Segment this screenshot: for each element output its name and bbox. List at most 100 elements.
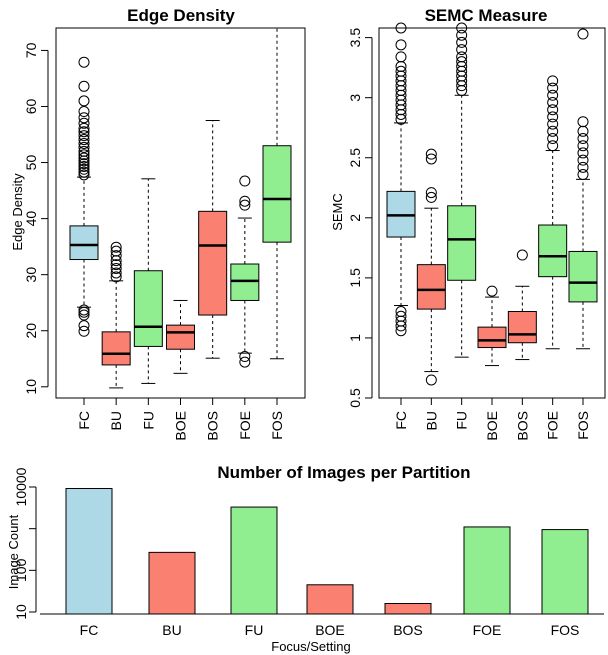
outlier-point bbox=[547, 118, 559, 130]
outlier-point bbox=[395, 65, 407, 77]
outlier-point bbox=[78, 145, 90, 157]
outlier-point bbox=[395, 306, 407, 318]
box-fu bbox=[447, 205, 477, 281]
x-tick-label: BU bbox=[108, 411, 124, 430]
image-count-xlabel: Focus/Setting bbox=[271, 639, 351, 654]
x-tick-label: FU bbox=[454, 411, 470, 430]
outlier-point bbox=[547, 125, 559, 137]
outlier-point bbox=[110, 250, 122, 262]
image-count-bars bbox=[65, 488, 589, 615]
outlier-point bbox=[78, 306, 90, 318]
y-tick-label: 30 bbox=[23, 267, 39, 283]
y-tick-label: 2 bbox=[347, 214, 363, 222]
outlier-point bbox=[456, 51, 468, 63]
image-count-panel: Number of Images per Partition Image Cou… bbox=[6, 463, 604, 654]
outlier-point bbox=[78, 160, 90, 172]
outlier-point bbox=[456, 22, 468, 34]
x-tick-label: FOS bbox=[551, 622, 580, 638]
box-bos bbox=[507, 311, 537, 344]
x-tick-label: BOE bbox=[484, 411, 500, 441]
outlier-point bbox=[547, 140, 559, 152]
outlier-point bbox=[425, 374, 437, 386]
bar-foe bbox=[463, 526, 511, 615]
x-tick-label: FU bbox=[140, 411, 156, 430]
y-tick-label: 10 bbox=[13, 604, 29, 620]
outlier-point bbox=[486, 285, 498, 297]
outlier-point bbox=[239, 356, 251, 368]
semc-y-axis: 0.5 1 1.5 2 2.5 3 3.5 bbox=[347, 28, 373, 408]
outlier-point bbox=[78, 309, 90, 321]
edge-density-ylabel: Edge Density bbox=[10, 173, 25, 251]
bar-fu bbox=[230, 506, 278, 615]
outlier-point bbox=[577, 154, 589, 166]
bar-fos bbox=[541, 529, 589, 615]
outlier-point bbox=[239, 351, 251, 363]
x-tick-label: FOS bbox=[269, 411, 285, 440]
outlier-point bbox=[78, 56, 90, 68]
outlier-point bbox=[110, 241, 122, 253]
y-tick-label: 60 bbox=[23, 98, 39, 114]
outlier-point bbox=[239, 195, 251, 207]
outlier-point bbox=[425, 187, 437, 199]
outlier-point bbox=[547, 89, 559, 101]
outlier-point bbox=[456, 44, 468, 56]
outlier-point bbox=[547, 133, 559, 145]
y-tick-label: 50 bbox=[23, 155, 39, 171]
outlier-point bbox=[577, 147, 589, 159]
outlier-point bbox=[425, 191, 437, 203]
bar-bos bbox=[384, 602, 432, 615]
outlier-point bbox=[78, 80, 90, 92]
x-tick-label: FC bbox=[76, 411, 92, 430]
box-boe bbox=[477, 326, 507, 349]
outlier-point bbox=[577, 169, 589, 181]
outlier-point bbox=[577, 161, 589, 173]
outlier-point bbox=[78, 126, 90, 138]
outlier-point bbox=[78, 320, 90, 332]
outlier-point bbox=[456, 56, 468, 68]
x-tick-label: BU bbox=[162, 622, 181, 638]
bar-boe bbox=[306, 584, 354, 615]
outlier-point bbox=[78, 112, 90, 124]
image-count-ylabel: Image Count bbox=[6, 514, 21, 589]
y-tick-label: 1 bbox=[347, 334, 363, 342]
outlier-point bbox=[395, 39, 407, 51]
y-tick-label: 70 bbox=[23, 42, 39, 58]
outlier-point bbox=[395, 51, 407, 63]
box-boe bbox=[166, 324, 195, 350]
y-tick-label: 10 bbox=[23, 379, 39, 395]
outlier-point bbox=[395, 22, 407, 34]
semc-boxes bbox=[386, 22, 598, 386]
x-tick-label: BU bbox=[423, 411, 439, 430]
outlier-point bbox=[547, 104, 559, 116]
x-tick-label: BOE bbox=[173, 411, 189, 441]
x-tick-label: FC bbox=[80, 622, 99, 638]
box-fc bbox=[69, 225, 99, 261]
box-foe bbox=[230, 263, 260, 301]
box-fos bbox=[568, 250, 598, 303]
y-tick-label: 40 bbox=[23, 211, 39, 227]
outlier-point bbox=[78, 95, 90, 107]
y-tick-label: 0.5 bbox=[347, 388, 363, 408]
y-tick-label: 3 bbox=[347, 94, 363, 102]
outlier-point bbox=[516, 249, 528, 261]
image-count-x-axis: FC BU FU BOE BOS FOE FOS bbox=[40, 613, 604, 638]
outlier-point bbox=[577, 133, 589, 145]
outlier-point bbox=[110, 259, 122, 271]
y-tick-label: 3.5 bbox=[347, 28, 363, 48]
outlier-point bbox=[456, 36, 468, 48]
outlier-point bbox=[78, 122, 90, 134]
semc-x-axis: FC BU FU BOE BOS FOE FOS bbox=[393, 397, 591, 441]
outlier-point bbox=[110, 245, 122, 257]
outlier-point bbox=[78, 163, 90, 175]
box-bu bbox=[416, 264, 446, 310]
outlier-point bbox=[78, 152, 90, 164]
outlier-point bbox=[78, 134, 90, 146]
outlier-point bbox=[78, 166, 90, 178]
outlier-point bbox=[547, 82, 559, 94]
box-bos bbox=[198, 210, 228, 316]
edge-density-y-axis: 10 20 30 40 50 60 70 bbox=[23, 42, 49, 395]
semc-title: SEMC Measure bbox=[425, 6, 548, 25]
outlier-point bbox=[425, 148, 437, 160]
outlier-point bbox=[577, 116, 589, 128]
